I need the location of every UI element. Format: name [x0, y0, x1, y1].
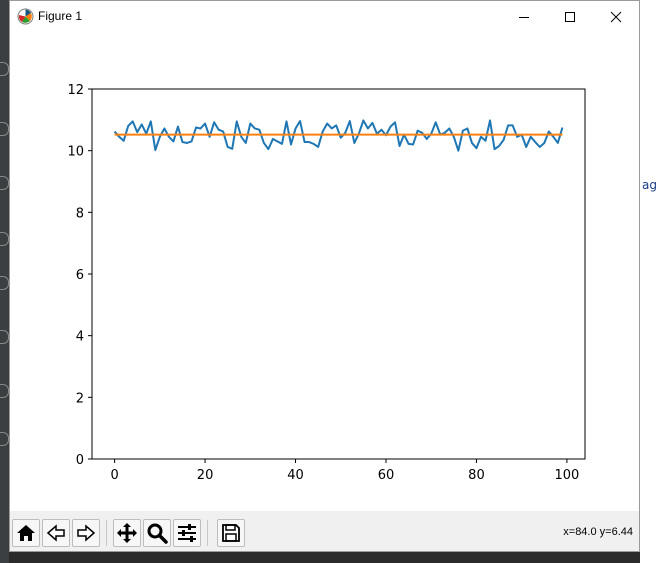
background-app-sidebar — [0, 0, 9, 563]
minimize-button[interactable] — [501, 1, 547, 32]
series-line-0 — [113, 119, 564, 152]
zoom-icon — [147, 523, 168, 544]
sidebar-glyph — [0, 432, 9, 446]
figure-window: Figure 1 0 20 40 60 80 100 0 2 4 6 8 10 12 — [9, 0, 640, 552]
background-text-fragment: ag — [642, 178, 656, 192]
close-icon — [610, 11, 622, 22]
x-tick-label: 20 — [197, 468, 214, 483]
y-tick-label: 0 — [76, 453, 84, 468]
maximize-button[interactable] — [547, 1, 593, 32]
title-bar[interactable]: Figure 1 — [10, 1, 639, 32]
home-button[interactable] — [12, 519, 40, 547]
sidebar-glyph — [0, 232, 9, 246]
y-tick-label: 12 — [67, 83, 84, 98]
x-tick-label: 100 — [554, 468, 579, 483]
sidebar-glyph — [0, 276, 9, 290]
save-icon — [222, 524, 240, 542]
zoom-button[interactable] — [143, 519, 171, 547]
toolbar-separator — [106, 520, 107, 546]
sidebar-glyph — [0, 176, 9, 190]
back-button[interactable] — [42, 519, 70, 547]
save-button[interactable] — [217, 519, 245, 547]
sliders-icon — [178, 524, 196, 542]
line-chart[interactable]: 0 20 40 60 80 100 0 2 4 6 8 10 12 — [10, 32, 639, 509]
back-arrow-icon — [46, 524, 65, 542]
y-tick-label: 4 — [76, 330, 84, 345]
cursor-coordinates: x=84.0 y=6.44 — [563, 526, 633, 538]
y-tick-label: 6 — [76, 268, 84, 283]
axes-frame — [91, 88, 586, 460]
home-icon — [17, 525, 35, 541]
forward-button[interactable] — [72, 519, 100, 547]
sidebar-glyph — [0, 330, 9, 344]
minimize-icon — [519, 16, 529, 18]
maximize-icon — [565, 11, 575, 22]
matplotlib-logo-icon — [17, 8, 34, 25]
window-title: Figure 1 — [38, 9, 83, 23]
x-tick-label: 60 — [378, 468, 395, 483]
close-button[interactable] — [593, 1, 639, 32]
y-tick-label: 8 — [76, 206, 84, 221]
background-app-edge: ag — [640, 0, 656, 563]
pan-button[interactable] — [113, 519, 141, 547]
x-tick-label: 40 — [287, 468, 304, 483]
sidebar-glyph — [0, 62, 9, 76]
figure-canvas[interactable]: 0 20 40 60 80 100 0 2 4 6 8 10 12 — [10, 32, 639, 509]
toolbar-separator — [207, 520, 208, 546]
sidebar-glyph — [0, 122, 9, 136]
sidebar-glyph — [0, 384, 9, 398]
move-icon — [117, 523, 137, 543]
x-tick-label: 80 — [468, 468, 485, 483]
navigation-toolbar: x=84.0 y=6.44 — [10, 511, 639, 551]
y-tick-label: 10 — [67, 145, 84, 160]
x-tick-label: 0 — [110, 468, 118, 483]
y-tick-label: 2 — [76, 391, 84, 406]
forward-arrow-icon — [77, 524, 96, 542]
configure-subplots-button[interactable] — [173, 519, 201, 547]
